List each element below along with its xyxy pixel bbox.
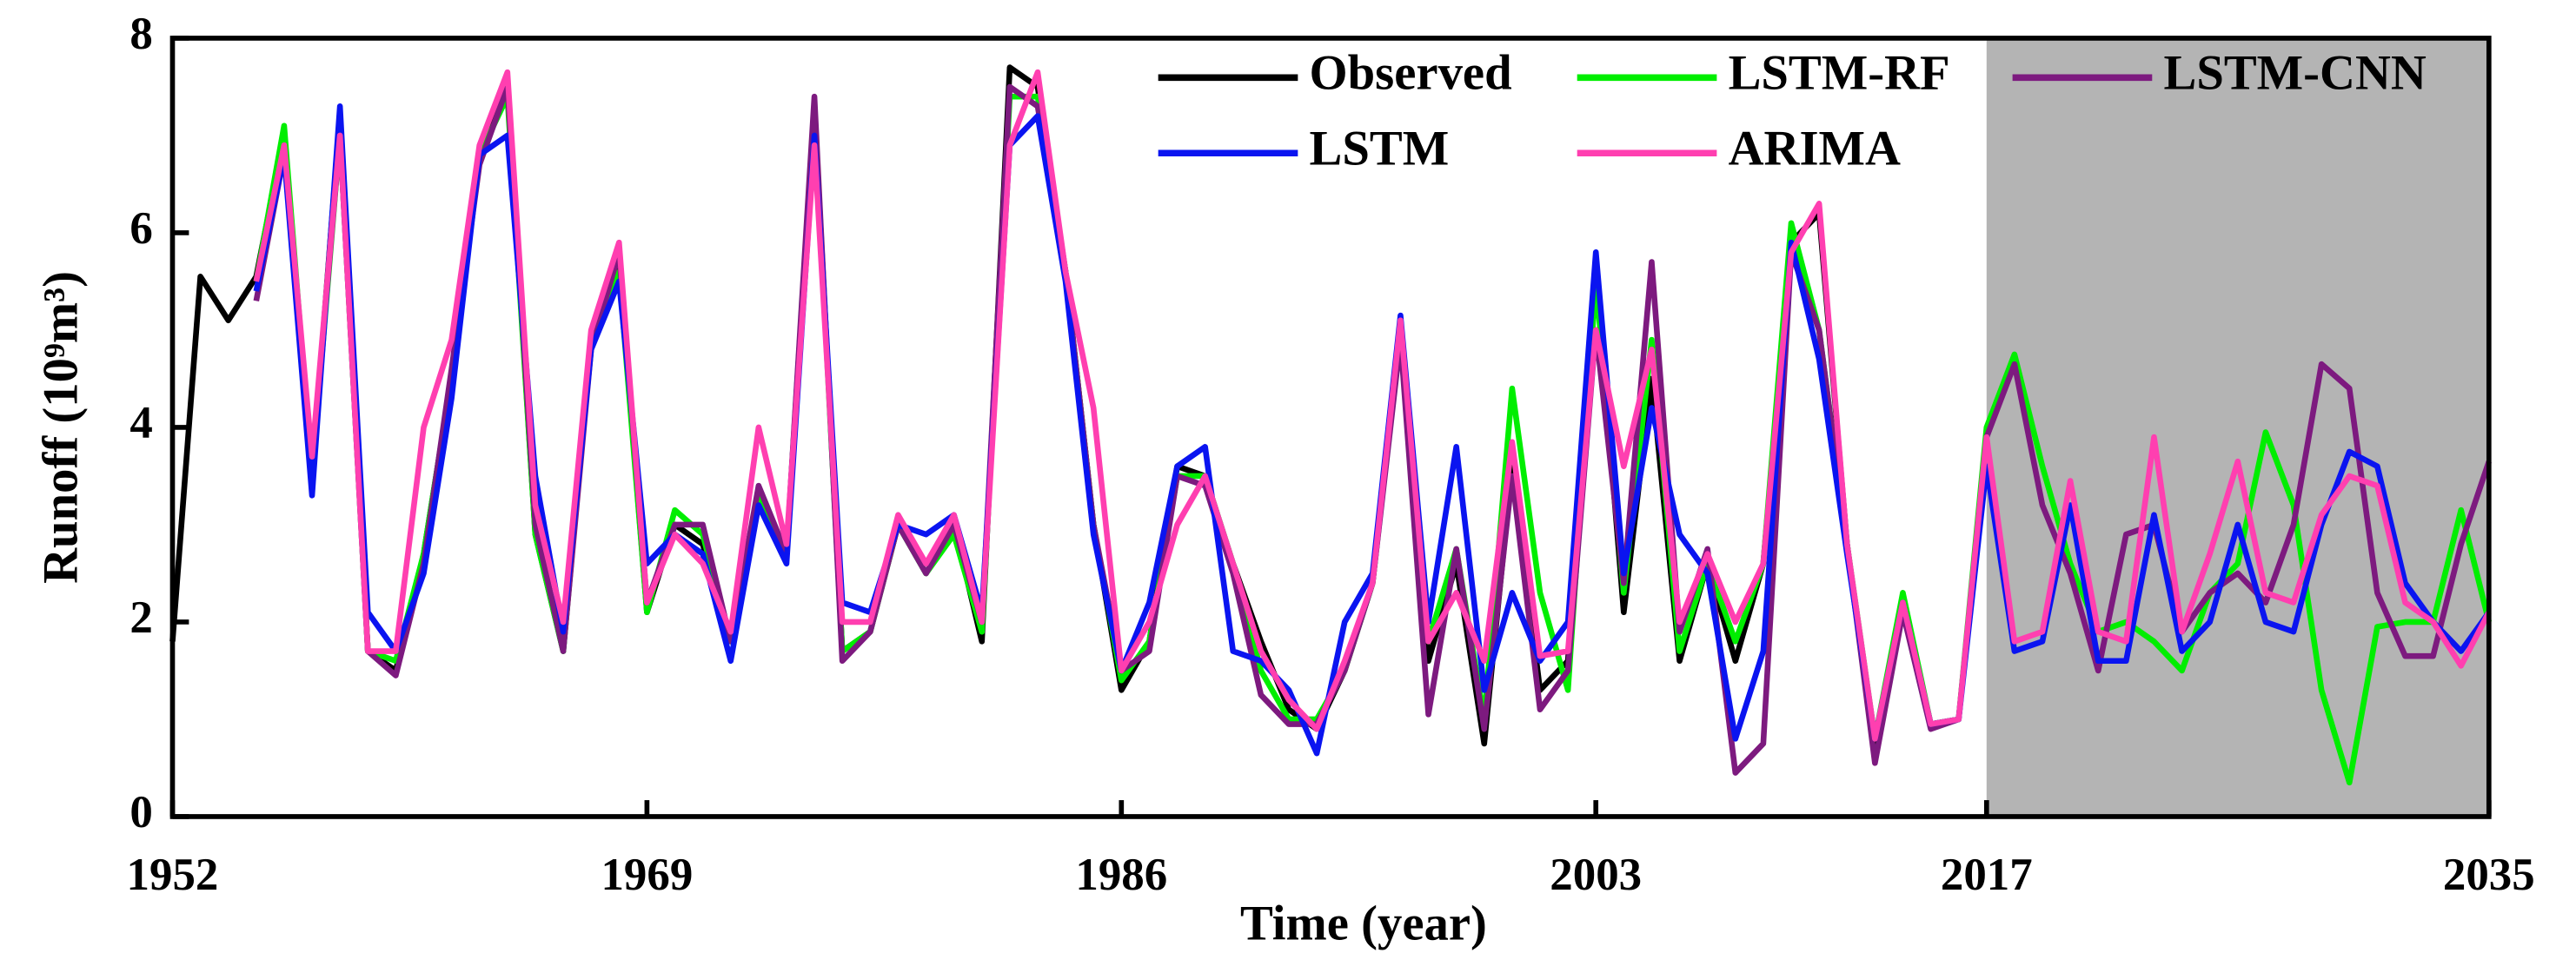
y-tick-label: 0 (129, 787, 152, 837)
x-tick-label: 2003 (1550, 850, 1642, 900)
x-tick-label: 1969 (601, 850, 693, 900)
x-axis-label: Time (year) (1240, 897, 1487, 951)
y-axis-label: Runoff (10⁹m³) (34, 271, 89, 584)
x-tick-label: 1952 (127, 850, 219, 900)
legend-label: ARIMA (1729, 121, 1901, 175)
x-tick-label: 1986 (1075, 850, 1167, 900)
legend-label: Observed (1310, 45, 1512, 100)
forecast-region (1986, 37, 2489, 817)
y-tick-label: 2 (129, 592, 152, 643)
legend-label: LSTM-CNN (2164, 45, 2427, 100)
y-tick-label: 6 (129, 203, 152, 254)
series-line (169, 64, 1960, 751)
y-tick-label: 4 (129, 398, 152, 448)
x-tick-label: 2035 (2443, 850, 2535, 900)
series-line (253, 69, 2492, 742)
plot-frame (169, 36, 2492, 819)
x-tick-label: 2017 (1941, 850, 2033, 900)
legend-label: LSTM-RF (1729, 45, 1950, 100)
legend-label: LSTM (1310, 121, 1450, 175)
y-tick-label: 8 (129, 9, 152, 59)
